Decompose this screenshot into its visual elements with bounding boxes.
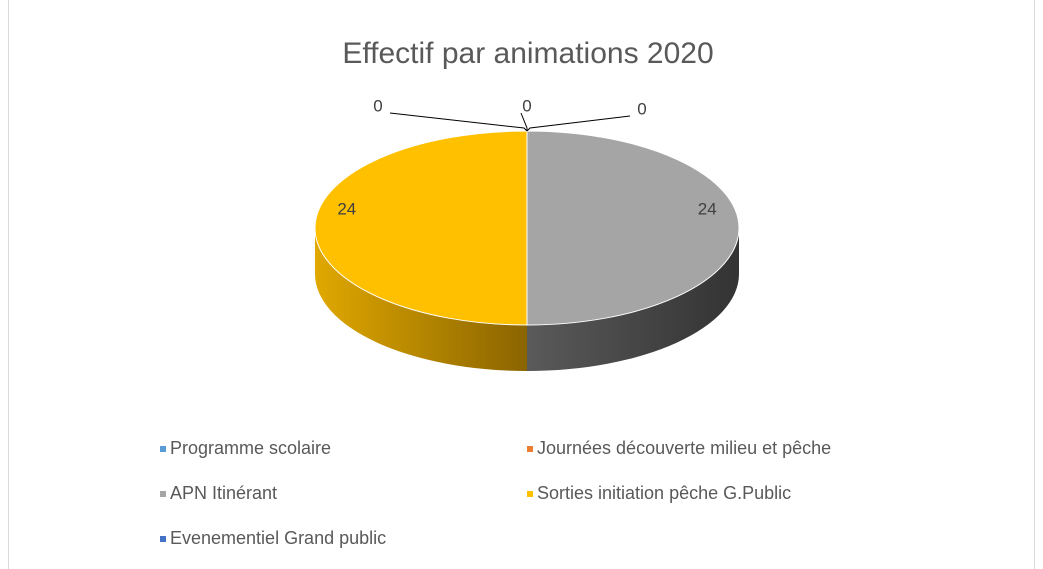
legend-label: APN Itinérant (170, 483, 277, 503)
leader-line (526, 115, 631, 132)
pie-slice (526, 130, 740, 326)
legend-swatch (160, 536, 166, 542)
data-label: 0 (637, 99, 646, 118)
data-label: 24 (337, 199, 356, 218)
legend-label: Programme scolaire (170, 438, 331, 458)
legend-label: Evenementiel Grand public (170, 528, 386, 548)
legend-label: Sorties initiation pêche G.Public (537, 483, 791, 503)
chart-border (8, 0, 1035, 569)
pie-side (527, 228, 739, 371)
data-label: 0 (522, 96, 531, 115)
pie-slice (314, 130, 528, 326)
legend-swatch (160, 446, 166, 452)
data-label: 0 (373, 96, 382, 115)
legend-label: Journées découverte milieu et pêche (537, 438, 831, 458)
leader-line (389, 112, 528, 132)
legend-swatch (527, 491, 533, 497)
data-label: 24 (698, 199, 717, 218)
legend-swatch (527, 446, 533, 452)
leader-line (520, 112, 528, 131)
pie-side (315, 228, 527, 371)
legend-swatch (160, 491, 166, 497)
chart-title: Effectif par animations 2020 (342, 37, 713, 70)
